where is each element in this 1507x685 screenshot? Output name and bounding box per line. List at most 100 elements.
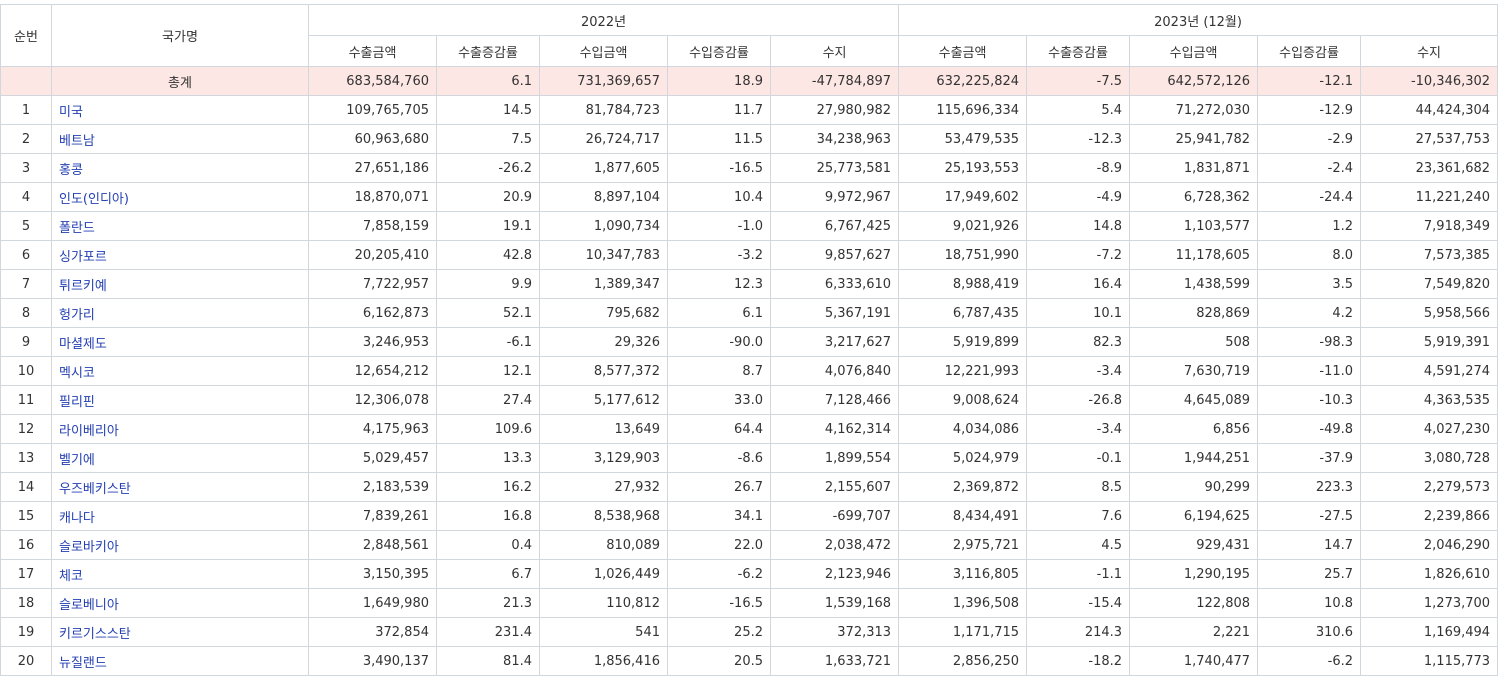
country-cell: 뉴질랜드 — [51, 646, 309, 676]
country-link[interactable]: 폴란드 — [59, 220, 95, 236]
country-link[interactable]: 마셜제도 — [59, 336, 107, 352]
value-cell: 4,034,086 — [898, 414, 1028, 444]
value-cell: 1,389,347 — [539, 269, 668, 299]
value-cell: 12,306,078 — [308, 385, 437, 415]
country-link[interactable]: 필리핀 — [59, 394, 95, 410]
country-link[interactable]: 체코 — [59, 568, 83, 584]
value-cell: -4.9 — [1026, 182, 1131, 212]
value-cell: 3,080,728 — [1360, 443, 1499, 473]
value-cell: 4,363,535 — [1360, 385, 1499, 415]
country-link[interactable]: 슬로바키아 — [59, 539, 119, 555]
value-cell: 7,128,466 — [769, 385, 900, 415]
value-cell: 12.3 — [667, 269, 771, 299]
country-link[interactable]: 튀르키예 — [59, 278, 107, 294]
country-link[interactable]: 라이베리아 — [59, 423, 119, 439]
value-cell: 109.6 — [436, 414, 540, 444]
value-cell: 9,857,627 — [769, 240, 900, 270]
country-link[interactable]: 슬로베니아 — [59, 597, 119, 613]
value-cell: 8.0 — [1257, 240, 1362, 270]
country-link[interactable]: 싱가포르 — [59, 249, 107, 265]
country-link[interactable]: 멕시코 — [59, 365, 95, 381]
table-row: 13 벨기에 5,029,457 13.3 3,129,903 -8.6 1,899,554… — [0, 443, 1499, 473]
value-cell: 18,870,071 — [308, 182, 437, 212]
table-row: 5 폴란드 7,858,159 19.1 1,090,734 -1.0 6,767,425 9… — [0, 211, 1499, 241]
value-cell: 1,115,773 — [1360, 646, 1499, 676]
value-cell: 20.5 — [667, 646, 771, 676]
value-cell: 1,169,494 — [1360, 617, 1499, 647]
value-cell: 4,175,963 — [308, 414, 437, 444]
country-link[interactable]: 우즈베키스탄 — [59, 481, 131, 497]
country-cell: 우즈베키스탄 — [51, 472, 309, 502]
value-cell: -26.8 — [1026, 385, 1131, 415]
header-balance-2023: 수지 — [1360, 35, 1499, 67]
value-cell: -12.3 — [1026, 124, 1131, 154]
value-cell: 8.7 — [667, 356, 771, 386]
value-cell: 20.9 — [436, 182, 540, 212]
table-row: 3 홍콩 27,651,186 -26.2 1,877,605 -16.5 25,773,5… — [0, 153, 1499, 183]
value-cell: 60,963,680 — [308, 124, 437, 154]
value-cell: 81,784,723 — [539, 95, 668, 125]
header-import-amount-2023: 수입금액 — [1129, 35, 1259, 67]
country-cell: 홍콩 — [51, 153, 309, 183]
country-link[interactable]: 벨기에 — [59, 452, 95, 468]
country-link[interactable]: 인도(인디아) — [59, 191, 129, 207]
country-cell: 키르기스스탄 — [51, 617, 309, 647]
rank-cell: 2 — [0, 124, 52, 154]
value-cell: 2,856,250 — [898, 646, 1028, 676]
value-cell: 25.2 — [667, 617, 771, 647]
value-cell: 6,728,362 — [1129, 182, 1259, 212]
header-group-2023: 2023년 (12월) — [898, 4, 1499, 36]
value-cell: 2,123,946 — [769, 559, 900, 589]
value-cell: 7.6 — [1026, 501, 1131, 531]
country-link[interactable]: 베트남 — [59, 133, 95, 149]
value-cell: -49.8 — [1257, 414, 1362, 444]
total-rank-cell — [0, 66, 52, 96]
value-cell: -6.2 — [1257, 646, 1362, 676]
value-cell: 5.4 — [1026, 95, 1131, 125]
total-row: 총계 683,584,760 6.1 731,369,657 18.9 -47,… — [0, 66, 1499, 96]
value-cell: 1,826,610 — [1360, 559, 1499, 589]
value-cell: 4.5 — [1026, 530, 1131, 560]
table-row: 6 싱가포르 20,205,410 42.8 10,347,783 -3.2 9,857,6… — [0, 240, 1499, 270]
value-cell: -10.3 — [1257, 385, 1362, 415]
value-cell: 1,877,605 — [539, 153, 668, 183]
country-cell: 슬로바키아 — [51, 530, 309, 560]
table-row: 2 베트남 60,963,680 7.5 26,724,717 11.5 34,238,96… — [0, 124, 1499, 154]
header-row-1: 순번 국가명 2022년 2023년 (12월) — [0, 4, 1499, 67]
value-cell: 9,021,926 — [898, 211, 1028, 241]
value-cell: 18,751,990 — [898, 240, 1028, 270]
value-cell: 13,649 — [539, 414, 668, 444]
value-cell: 2,848,561 — [308, 530, 437, 560]
value-cell: -24.4 — [1257, 182, 1362, 212]
value-cell: 8,434,491 — [898, 501, 1028, 531]
value-cell: -3.4 — [1026, 356, 1131, 386]
value-cell: 9.9 — [436, 269, 540, 299]
value-cell: 16.4 — [1026, 269, 1131, 299]
value-cell: 5,958,566 — [1360, 298, 1499, 328]
country-link[interactable]: 캐나다 — [59, 510, 95, 526]
header-export-growth-2022: 수출증감률 — [436, 35, 540, 67]
value-cell: 795,682 — [539, 298, 668, 328]
value-cell: 1,026,449 — [539, 559, 668, 589]
value-cell: 27,932 — [539, 472, 668, 502]
header-row-2: 수출금액 수출증감률 수입금액 수입증감률 수지 수출금액 수출증감률 수입금액… — [1, 35, 1499, 67]
country-cell: 인도(인디아) — [51, 182, 309, 212]
country-link[interactable]: 헝가리 — [59, 307, 95, 323]
value-cell: -3.4 — [1026, 414, 1131, 444]
country-link[interactable]: 키르기스스탄 — [59, 626, 131, 642]
value-cell: 27.4 — [436, 385, 540, 415]
header-import-growth-2023: 수입증감률 — [1257, 35, 1362, 67]
value-cell: 1,856,416 — [539, 646, 668, 676]
value-cell: 110,812 — [539, 588, 668, 618]
table-row: 15 캐나다 7,839,261 16.8 8,538,968 34.1 -699,707 8… — [0, 501, 1499, 531]
value-cell: 25,193,553 — [898, 153, 1028, 183]
rank-cell: 6 — [0, 240, 52, 270]
value-cell: 2,221 — [1129, 617, 1259, 647]
rank-cell: 10 — [0, 356, 52, 386]
country-link[interactable]: 미국 — [59, 104, 83, 120]
country-cell: 폴란드 — [51, 211, 309, 241]
country-link[interactable]: 홍콩 — [59, 162, 83, 178]
value-cell: 1,090,734 — [539, 211, 668, 241]
country-link[interactable]: 뉴질랜드 — [59, 655, 107, 671]
value-cell: 12,221,993 — [898, 356, 1028, 386]
